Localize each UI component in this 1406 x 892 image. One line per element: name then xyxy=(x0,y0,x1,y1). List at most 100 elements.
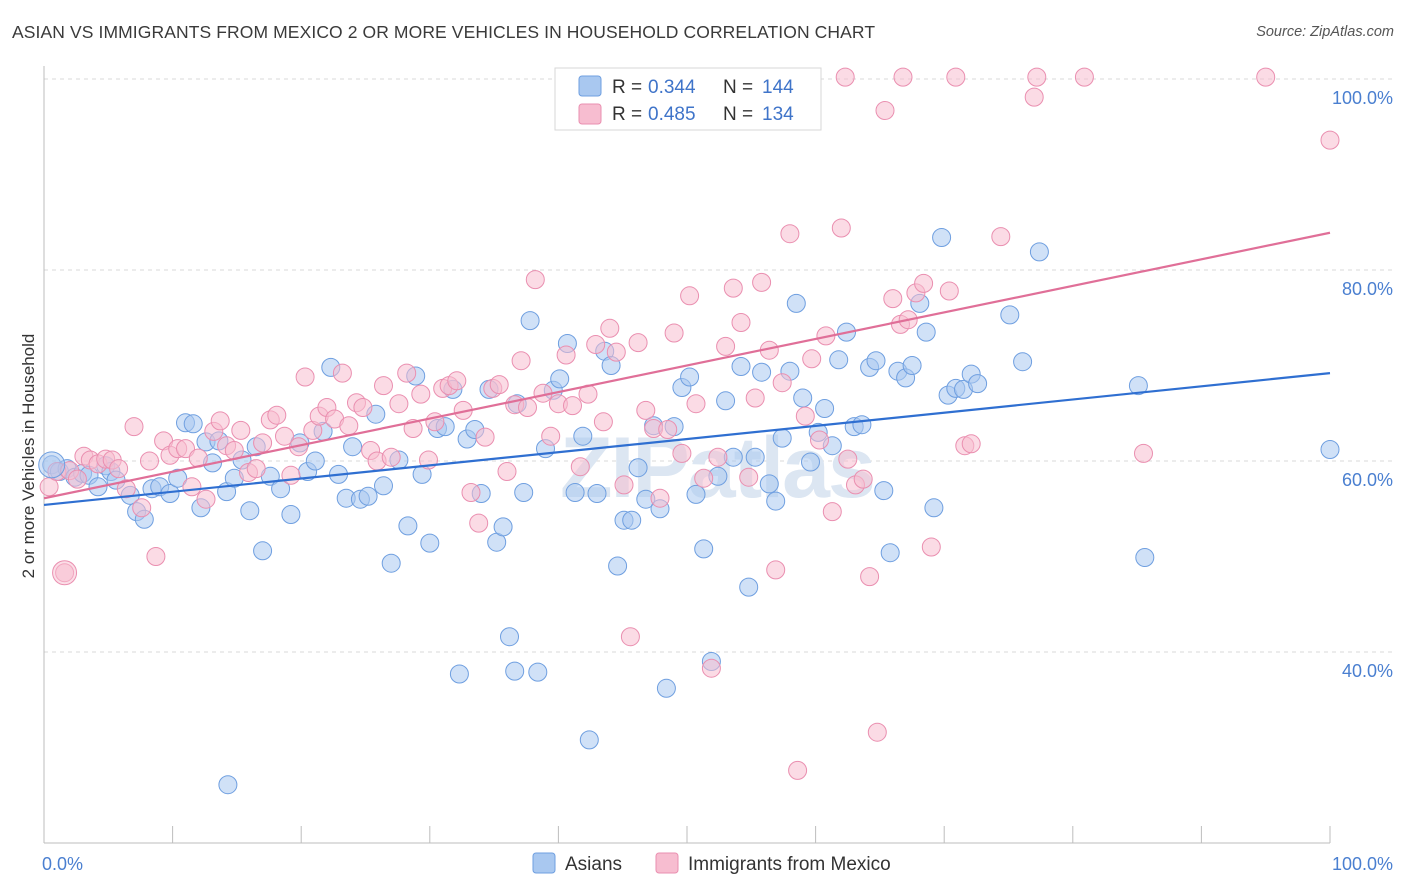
point-mexico xyxy=(339,416,359,436)
point-asians xyxy=(924,498,944,518)
point-mexico xyxy=(246,459,266,479)
point-mexico xyxy=(716,336,736,356)
point-asians xyxy=(520,311,540,331)
point-mexico xyxy=(231,420,251,440)
stats-legend: R = 0.344 N = 144 R = 0.485 N = 134 xyxy=(554,67,822,131)
point-mexico xyxy=(853,469,873,489)
trend-line-asians xyxy=(43,372,1331,507)
point-mexico xyxy=(1256,67,1276,87)
point-asians xyxy=(374,476,393,496)
x-tick-label: 0.0% xyxy=(42,854,83,874)
point-mexico xyxy=(914,273,934,293)
point-mexico xyxy=(563,396,582,416)
point-asians xyxy=(281,505,301,524)
chart-title: ASIAN VS IMMIGRANTS FROM MEXICO 2 OR MOR… xyxy=(12,22,876,42)
bottom-legend-swatch-mexico xyxy=(655,852,679,874)
point-asians xyxy=(622,510,642,530)
point-asians xyxy=(1128,376,1148,396)
point-mexico xyxy=(893,67,913,87)
legend-n-label-mexico: N = xyxy=(723,104,753,125)
point-asians xyxy=(565,483,585,502)
point-mexico xyxy=(353,398,373,417)
point-asians xyxy=(902,356,922,375)
point-asians xyxy=(801,452,820,472)
point-asians xyxy=(168,468,188,488)
point-mexico xyxy=(586,335,606,354)
legend-swatch-asians xyxy=(578,75,602,97)
y-tick-label: 60.0% xyxy=(1342,470,1393,490)
point-asians xyxy=(656,678,676,698)
point-mexico xyxy=(731,313,751,332)
point-mexico xyxy=(802,349,822,369)
bottom-legend-label-asians: Asians xyxy=(565,854,622,875)
point-mexico xyxy=(447,371,467,391)
point-mexico xyxy=(332,363,352,383)
point-mexico xyxy=(196,489,216,509)
point-mexico xyxy=(374,376,393,396)
point-mexico xyxy=(275,426,294,446)
point-asians xyxy=(745,447,765,467)
point-asians xyxy=(752,362,772,382)
point-asians xyxy=(932,228,952,247)
point-asians xyxy=(680,367,700,387)
point-asians xyxy=(449,664,469,684)
legend-r-value-asians: 0.344 xyxy=(648,77,696,98)
point-mexico xyxy=(939,281,959,301)
point-asians xyxy=(694,539,714,559)
point-asians xyxy=(1013,352,1033,372)
point-asians xyxy=(1029,242,1049,262)
point-asians xyxy=(1135,548,1155,567)
point-asians xyxy=(343,437,363,457)
point-mexico xyxy=(701,658,721,678)
point-mexico xyxy=(780,224,800,244)
point-mexico xyxy=(469,513,489,533)
point-asians xyxy=(514,483,534,502)
legend-n-label-asians: N = xyxy=(723,77,753,98)
point-asians xyxy=(381,553,401,573)
point-mexico xyxy=(672,443,692,463)
point-mexico xyxy=(875,101,895,120)
point-mexico xyxy=(680,286,700,306)
point-mexico xyxy=(658,420,678,439)
point-mexico xyxy=(831,218,851,238)
legend-n-value-asians: 144 xyxy=(762,77,794,98)
point-asians xyxy=(815,399,835,418)
legend-r-value-mexico: 0.485 xyxy=(648,104,696,125)
point-mexico xyxy=(295,367,315,387)
bottom-legend: Asians Immigrants from Mexico xyxy=(532,852,891,875)
point-asians xyxy=(866,351,886,371)
point-asians xyxy=(772,428,792,448)
point-mexico xyxy=(835,67,855,87)
point-asians xyxy=(731,357,751,376)
point-mexico xyxy=(860,567,880,587)
point-asians xyxy=(1320,440,1340,459)
x-tick-label: 100.0% xyxy=(1332,854,1393,874)
point-mexico xyxy=(723,278,743,298)
point-asians xyxy=(829,350,849,370)
point-asians xyxy=(398,516,418,536)
point-asians xyxy=(759,474,779,494)
point-mexico xyxy=(570,457,590,477)
point-mexico xyxy=(411,384,431,404)
point-mexico xyxy=(556,345,576,365)
point-asians xyxy=(573,426,593,446)
point-mexico xyxy=(628,333,648,353)
point-mexico xyxy=(397,363,417,383)
point-mexico xyxy=(606,342,626,362)
point-mexico xyxy=(867,722,887,742)
point-asians xyxy=(880,543,900,563)
legend-r-label-asians: R = xyxy=(612,77,642,98)
point-mexico xyxy=(883,289,903,309)
point-asians xyxy=(38,451,66,479)
point-mexico xyxy=(182,477,202,497)
point-mexico xyxy=(664,323,684,343)
y-axis-label: 2 or more Vehicles in Household xyxy=(19,334,38,579)
trend-layer xyxy=(43,231,1331,507)
point-asians xyxy=(550,369,570,389)
point-mexico xyxy=(176,439,195,459)
point-mexico xyxy=(1074,67,1094,87)
point-asians xyxy=(628,458,648,478)
point-asians xyxy=(305,451,325,471)
point-mexico xyxy=(636,400,656,420)
legend-swatch-mexico xyxy=(578,103,602,125)
